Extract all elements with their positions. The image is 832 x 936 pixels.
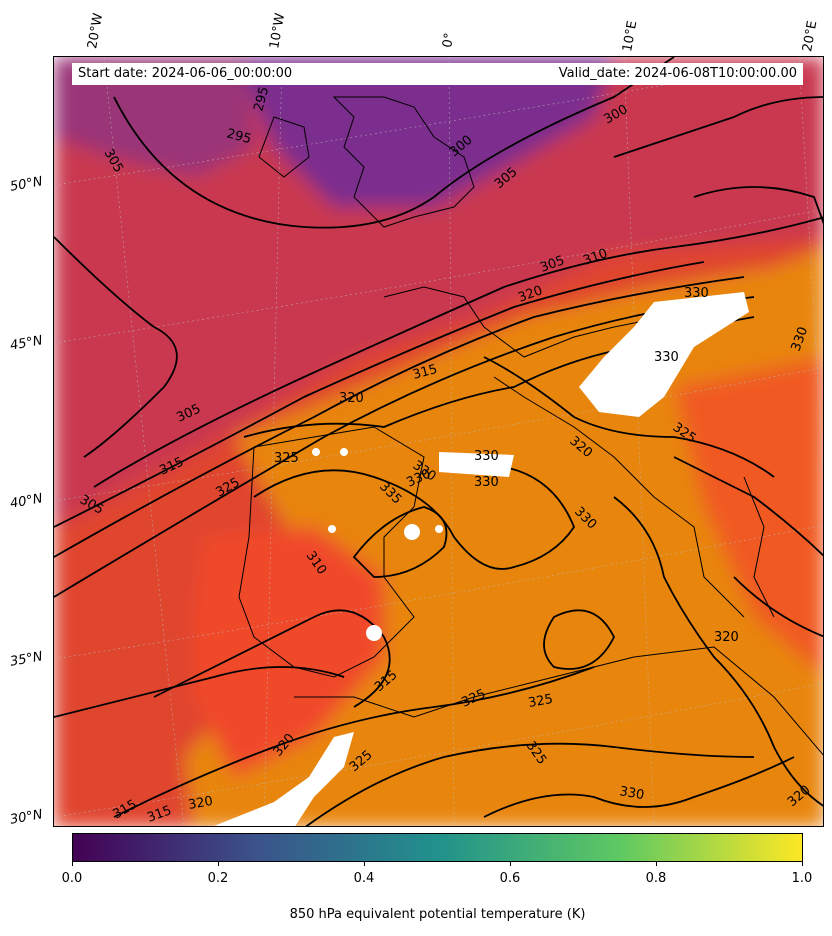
colorbar-tick-label: 0.0 xyxy=(61,871,83,886)
lat-label-50n: 50°N xyxy=(8,174,44,195)
lon-label-10w: 10°W xyxy=(267,12,289,51)
contour-label: 295 xyxy=(251,85,272,113)
contour-label: 320 xyxy=(714,630,739,645)
contour-label: 325 xyxy=(527,692,554,711)
colorbar-tick xyxy=(364,862,365,866)
lon-label-10e: 10°E xyxy=(620,19,641,54)
lat-label-30n: 30°N xyxy=(8,807,44,828)
contour-label: 330 xyxy=(618,784,645,803)
graticule xyxy=(54,57,823,826)
colorbar-title: 850 hPa equivalent potential temperature… xyxy=(289,907,586,922)
masked-regions xyxy=(214,292,749,826)
contour-label: 325 xyxy=(274,451,299,466)
field-warm-east xyxy=(674,357,823,676)
colorbar-tick-label: 0.2 xyxy=(207,871,229,886)
colorbar-tick-label: 0.6 xyxy=(499,871,521,886)
colorbar-tick xyxy=(656,862,657,866)
start-date-label: Start date: 2024-06-06_00:00:00 xyxy=(78,66,293,81)
valid-date-label: Valid_date: 2024-06-08T10:00:00.00 xyxy=(558,66,797,81)
contour-label: 320 xyxy=(339,391,364,406)
field-cold-west xyxy=(54,57,254,177)
colorbar-tick-label: 0.8 xyxy=(645,871,667,886)
info-bar: Start date: 2024-06-06_00:00:00 Valid_da… xyxy=(72,63,803,85)
lon-label-20w: 20°W xyxy=(85,12,107,51)
colorbar-tick-label: 1.0 xyxy=(791,871,813,886)
colorbar-tick xyxy=(72,862,73,866)
lat-label-40n: 40°N xyxy=(8,491,44,512)
colorbar-tick xyxy=(218,862,219,866)
contour-label: 330 xyxy=(684,286,709,301)
lon-label-20e: 20°E xyxy=(800,19,821,54)
contour-label: 330 xyxy=(654,350,679,365)
field-warm-iberia xyxy=(194,527,384,777)
colorbar-tick xyxy=(802,862,803,866)
map-panel: 295 295 300 300 305 305 305 305 305 310 … xyxy=(53,56,824,827)
field-mid-band xyxy=(54,57,823,527)
contour-label: 330 xyxy=(474,475,499,490)
contour-label: 315 xyxy=(411,362,439,383)
contour-label: 295 xyxy=(225,126,253,147)
coastlines xyxy=(238,96,823,756)
lat-label-45n: 45°N xyxy=(8,333,44,354)
colorbar-tick xyxy=(510,862,511,866)
theta-e-map: 295 295 300 300 305 305 305 305 305 310 … xyxy=(54,57,823,826)
contour-label: 330 xyxy=(474,449,499,464)
colorbar-tick-label: 0.4 xyxy=(353,871,375,886)
colorbar xyxy=(72,833,803,862)
field-cold-region xyxy=(234,57,614,207)
contour-label: 320 xyxy=(187,794,214,813)
lon-label-0: 0° xyxy=(440,31,458,49)
lat-label-35n: 35°N xyxy=(8,649,44,670)
